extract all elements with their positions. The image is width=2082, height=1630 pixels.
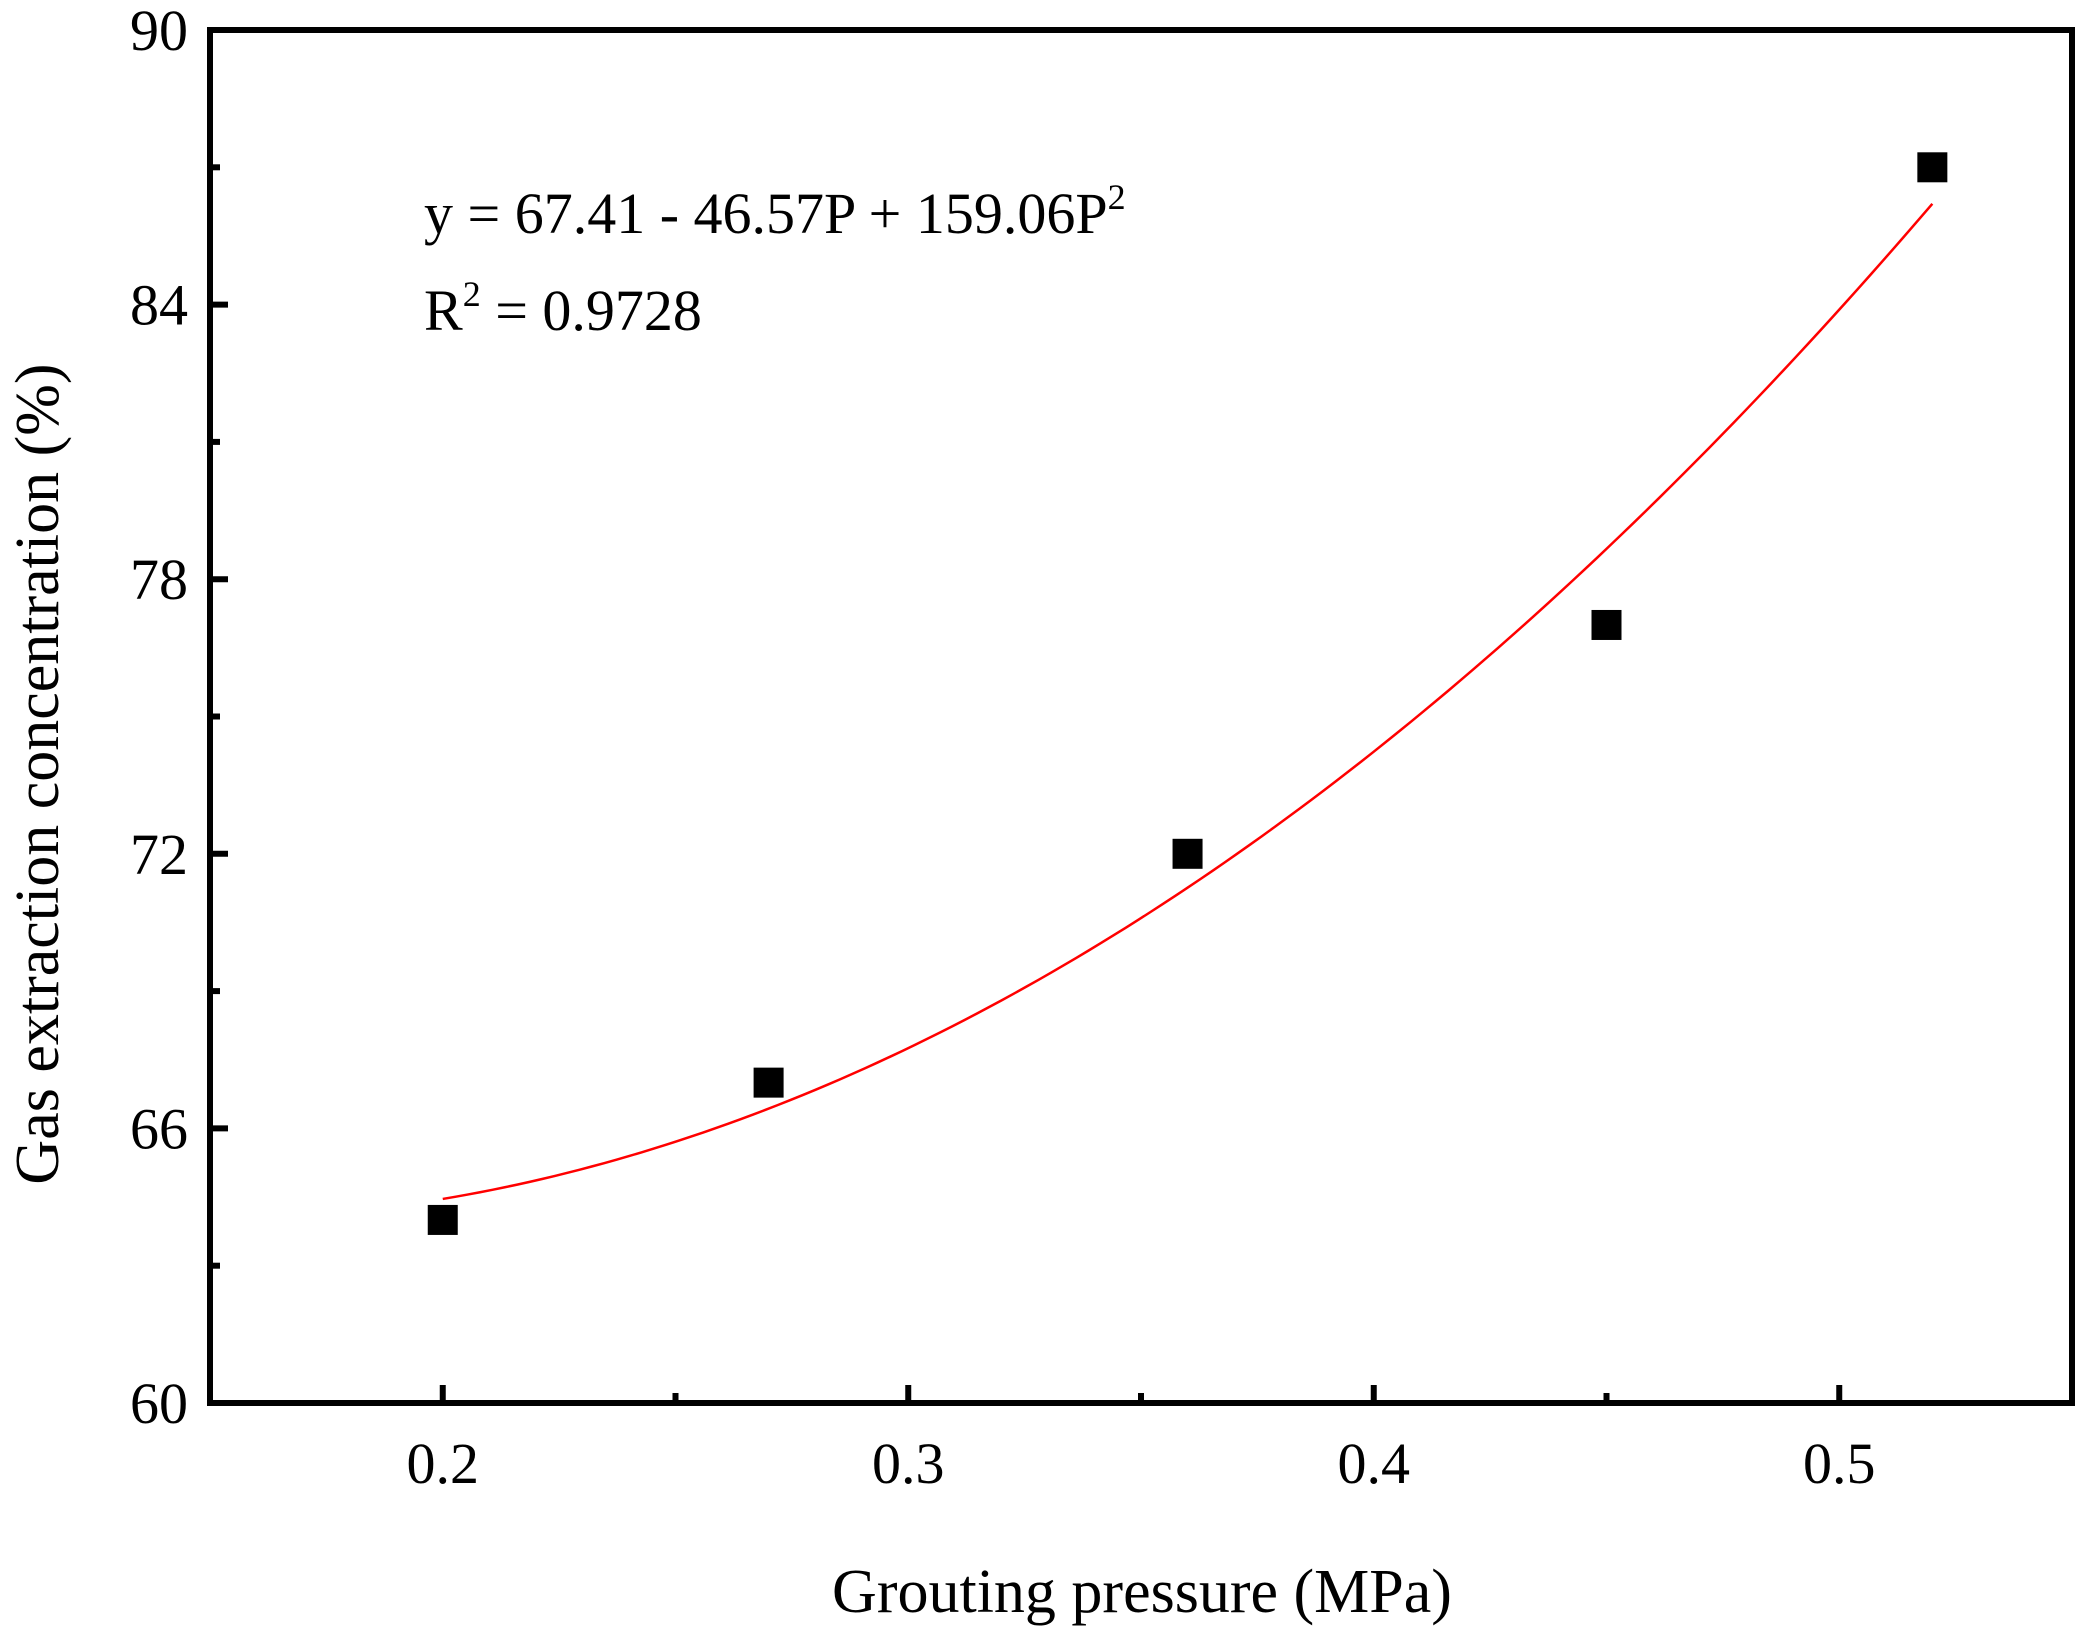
- data-points: [427, 152, 1948, 1235]
- r-squared-label: R2 = 0.9728: [424, 274, 702, 343]
- y-axis-ticks: 60 66 72 78 84 90: [130, 0, 228, 1436]
- data-point: [1917, 152, 1948, 183]
- x-tick-label: 0.2: [407, 1431, 480, 1496]
- data-point: [1591, 609, 1622, 640]
- equation-main: y = 67.41 - 46.57P + 159.06P: [424, 181, 1108, 246]
- y-tick-label: 72: [130, 822, 188, 887]
- x-tick-label: 0.4: [1338, 1431, 1411, 1496]
- y-tick-label: 60: [130, 1371, 188, 1436]
- r-squared-exponent: 2: [463, 274, 481, 314]
- y-tick-label: 84: [130, 273, 188, 338]
- x-axis-title: Grouting pressure (MPa): [832, 1558, 1452, 1626]
- data-point: [1172, 838, 1203, 869]
- r-squared-value: = 0.9728: [481, 278, 702, 343]
- data-point: [427, 1204, 458, 1235]
- x-axis-ticks: 0.2 0.3 0.4 0.5: [407, 1385, 2075, 1496]
- x-tick-label: 0.3: [872, 1431, 945, 1496]
- y-tick-label: 90: [130, 0, 188, 63]
- y-tick-label: 66: [130, 1096, 188, 1161]
- fit-curve: [442, 202, 1934, 1201]
- data-point: [753, 1067, 784, 1098]
- equation-exponent: 2: [1108, 177, 1126, 217]
- y-tick-label: 78: [130, 547, 188, 612]
- x-tick-label: 0.5: [1803, 1431, 1876, 1496]
- r-squared-prefix: R: [424, 278, 463, 343]
- equation-label: y = 67.41 - 46.57P + 159.06P2: [424, 177, 1126, 246]
- y-axis-title: Gas extraction concentration (%): [4, 363, 72, 1184]
